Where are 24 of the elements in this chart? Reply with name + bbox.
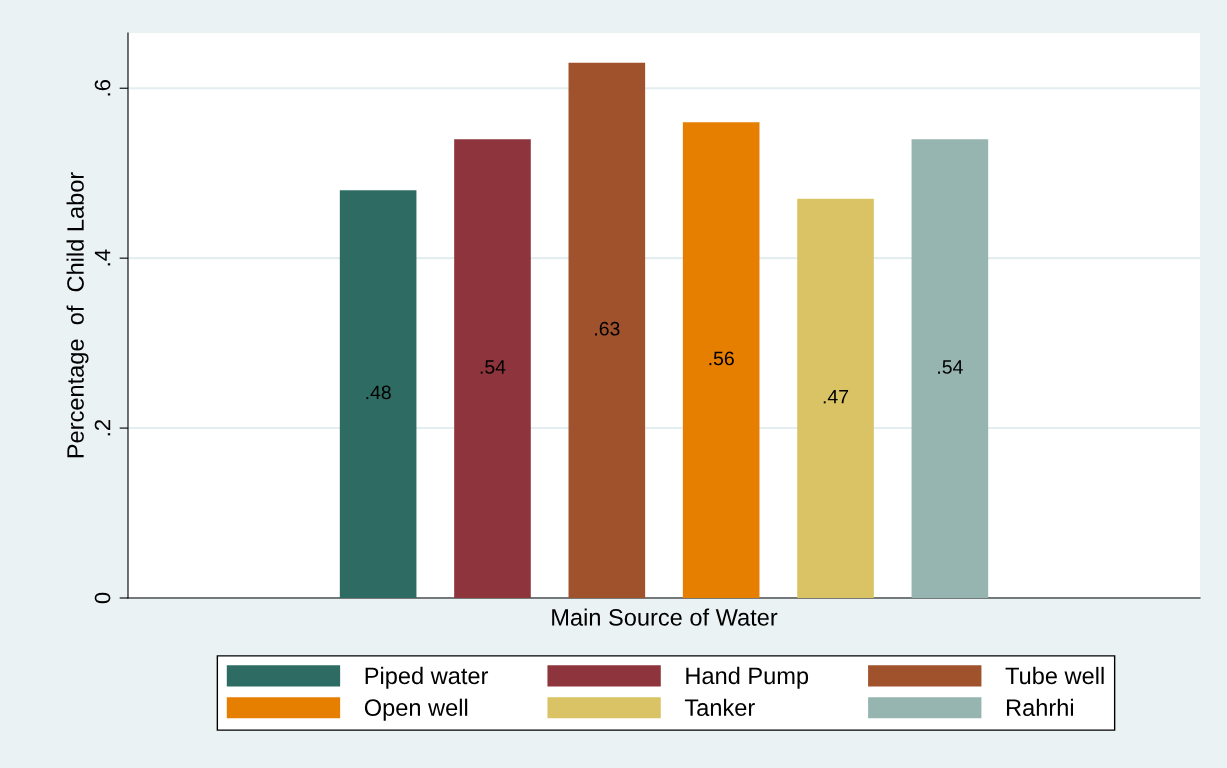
text: .63 — [595, 321, 620, 336]
legend-label: Rahrhi — [1006, 698, 1074, 717]
legend-label: Open well — [364, 698, 468, 721]
text: .47 — [823, 389, 849, 404]
legend-label: Hand Pump — [686, 666, 809, 689]
y-tick-label: .4 — [94, 249, 111, 266]
legend-label: Piped water — [365, 666, 489, 689]
bar — [568, 62, 646, 598]
text: .48 — [366, 385, 391, 400]
text: .54 — [480, 360, 506, 374]
bar — [682, 122, 760, 598]
bar — [339, 190, 417, 598]
bar — [797, 198, 874, 598]
y-tick-label: .2 — [94, 419, 111, 436]
x-axis-title: Main Source of Water — [552, 608, 778, 626]
legend-label: Tube well — [1005, 666, 1104, 685]
y-tick-label: 0 — [94, 592, 111, 604]
y-tick-label: .6 — [94, 79, 111, 96]
text: .56 — [709, 351, 734, 366]
bar — [911, 139, 989, 598]
legend-label: Tanker — [684, 698, 755, 717]
y-axis-title: Percentage of Child Labor — [66, 172, 89, 458]
text: .54 — [938, 360, 963, 374]
bar — [454, 139, 531, 598]
